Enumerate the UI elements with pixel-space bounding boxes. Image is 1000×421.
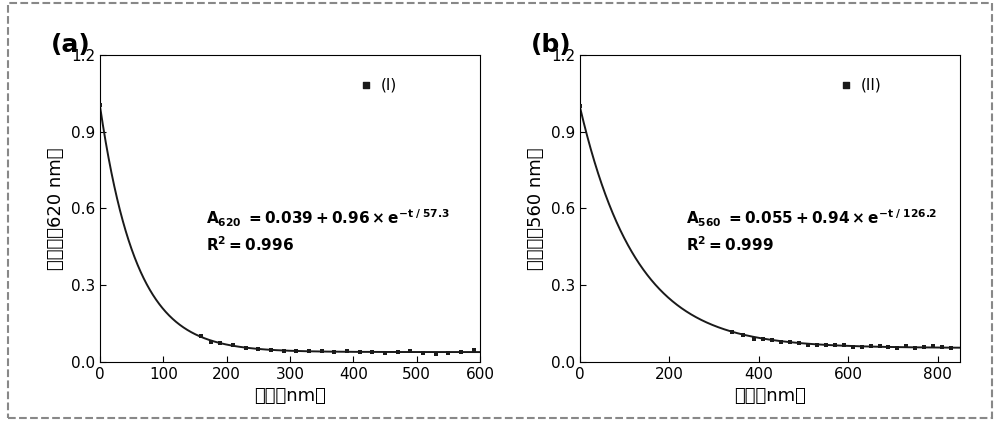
Text: (b): (b) [531, 33, 571, 57]
Point [827, 341, 843, 348]
Point [358, 82, 374, 89]
Point [364, 348, 380, 355]
Point [916, 344, 932, 350]
Point [314, 347, 330, 354]
Text: (I): (I) [381, 78, 397, 93]
Point [225, 342, 241, 349]
Point [755, 335, 771, 342]
Point [872, 342, 888, 349]
Point [212, 340, 228, 346]
Point [466, 347, 482, 354]
Point [925, 343, 941, 350]
Point [809, 342, 825, 349]
Text: $\bf{A_{560}}$ $\mathbf{= 0.055+0.94\times e^{-t\ /\ 126.2}}$: $\bf{A_{560}}$ $\mathbf{= 0.055+0.94\tim… [686, 208, 938, 229]
Point [238, 345, 254, 352]
Point [880, 344, 896, 350]
Point [724, 328, 740, 335]
Point [818, 342, 834, 349]
Point [288, 348, 304, 354]
X-axis label: 波长（nm）: 波长（nm） [734, 387, 806, 405]
Point [773, 338, 789, 345]
Point [326, 349, 342, 356]
Point [782, 338, 798, 345]
Point [889, 344, 905, 351]
Point [764, 337, 780, 344]
Point [250, 345, 266, 352]
Point [263, 346, 279, 353]
Point [791, 339, 807, 346]
Point [377, 349, 393, 356]
Point [735, 332, 751, 338]
Point [863, 343, 879, 349]
Point [352, 348, 368, 355]
Point [800, 341, 816, 348]
Point [402, 347, 418, 354]
Point [572, 103, 588, 109]
Point [907, 344, 923, 351]
Point [943, 344, 959, 351]
Point [203, 338, 219, 345]
Point [193, 333, 209, 340]
Text: $\mathbf{R^2 = 0.996}$: $\mathbf{R^2 = 0.996}$ [206, 236, 294, 254]
Y-axis label: 吸光度（620 nm）: 吸光度（620 nm） [47, 147, 65, 269]
Point [390, 349, 406, 355]
Point [415, 349, 431, 356]
Point [440, 350, 456, 357]
Point [453, 349, 469, 355]
Point [339, 348, 355, 354]
X-axis label: 波长（nm）: 波长（nm） [254, 387, 326, 405]
Point [276, 347, 292, 354]
Text: (II): (II) [861, 78, 882, 93]
Point [898, 343, 914, 350]
Text: $\bf{A_{620}}$ $\mathbf{= 0.039+0.96\times e^{-t\ /\ 57.3}}$: $\bf{A_{620}}$ $\mathbf{= 0.039+0.96\tim… [206, 208, 450, 229]
Point [301, 348, 317, 354]
Point [838, 82, 854, 89]
Point [836, 342, 852, 349]
Point [428, 350, 444, 357]
Point [92, 102, 108, 109]
Point [854, 344, 870, 351]
Point [746, 336, 762, 342]
Y-axis label: 吸光度（560 nm）: 吸光度（560 nm） [527, 147, 545, 269]
Point [934, 344, 950, 350]
Text: $\mathbf{R^2 = 0.999}$: $\mathbf{R^2 = 0.999}$ [686, 236, 774, 254]
Text: (a): (a) [51, 33, 90, 57]
Point [845, 344, 861, 350]
